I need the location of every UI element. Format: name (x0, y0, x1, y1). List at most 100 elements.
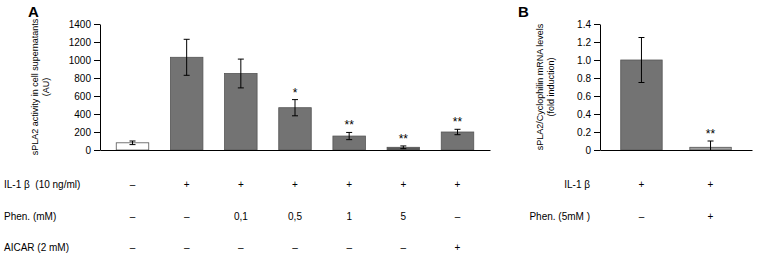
row-value: – (346, 242, 352, 253)
row-value: + (708, 211, 714, 222)
row-value: – (238, 242, 244, 253)
row-value: – (184, 242, 190, 253)
error-line (710, 141, 711, 150)
axis-line (600, 25, 601, 151)
error-line (186, 39, 187, 75)
tick-label: 0 (85, 145, 91, 156)
plot-area (116, 39, 474, 150)
tick-label: 0.4 (577, 109, 591, 120)
tick-label: 800 (74, 73, 91, 84)
panel-title: B (518, 3, 529, 20)
row-value: + (400, 179, 406, 190)
tick-label: 1200 (69, 37, 92, 48)
tick: 1.4 (577, 19, 600, 30)
tick-mark (94, 150, 100, 151)
row-value: + (346, 179, 352, 190)
x-axis (601, 150, 753, 151)
tick: 400 (74, 109, 100, 120)
y-axis: 0 200 400 600 800 1000 1200 1400 (69, 19, 101, 156)
tick: 1.0 (577, 55, 600, 66)
row-value: – (401, 242, 407, 253)
axis-line (601, 150, 753, 151)
row-name: IL-1 β (10 ng/ml) (4, 179, 80, 190)
chart-container: 0200400600800100012001400*******AsPLA2 a… (0, 0, 762, 263)
row-value: 0,1 (234, 211, 248, 222)
error-bar (238, 59, 244, 88)
error-line (132, 141, 133, 145)
row-value: 5 (401, 211, 407, 222)
condition-row: Phen. (mM)––0,10,515– (4, 211, 461, 222)
tick: 0.8 (577, 73, 600, 84)
tick: 1200 (69, 37, 100, 48)
tick-label: 0.8 (577, 73, 591, 84)
row-value: 1 (346, 211, 352, 222)
tick-mark (94, 24, 100, 25)
y-axis: 0 0.2 0.4 0.6 0.8 1.0 1.2 1.4 (577, 19, 600, 156)
tick-label: 200 (74, 127, 91, 138)
tick: 1.2 (577, 37, 600, 48)
tick-mark (94, 132, 100, 133)
tick: 0.2 (577, 127, 600, 138)
tick-label: 0.2 (577, 127, 591, 138)
row-value: + (238, 179, 244, 190)
error-cap (346, 139, 352, 140)
condition-row: Phen. (5mM ) – + (529, 211, 713, 222)
tick-label: 0.6 (577, 91, 591, 102)
error-bar (184, 39, 190, 75)
row-value: + (455, 242, 461, 253)
tick: 0 (585, 145, 600, 156)
tick-mark (94, 114, 100, 115)
error-cap (238, 87, 244, 88)
error-line (457, 129, 458, 134)
error-cap (184, 75, 190, 76)
tick-mark (594, 42, 600, 43)
row-value: – (130, 179, 136, 190)
error-bar (400, 146, 406, 149)
error-cap (130, 144, 136, 145)
row-value: – (130, 242, 136, 253)
row-value: + (292, 179, 298, 190)
row-value: + (455, 179, 461, 190)
row-value: 0,5 (288, 211, 302, 222)
error-cap (238, 59, 244, 60)
error-bars (638, 38, 713, 151)
error-line (240, 59, 241, 88)
row-value: – (639, 211, 645, 222)
tick: 600 (74, 91, 100, 102)
error-line (295, 100, 296, 116)
row-name: Phen. (5mM ) (529, 211, 590, 222)
row-value: + (184, 179, 190, 190)
error-bar (130, 141, 136, 145)
tick-mark (594, 78, 600, 79)
row-name: AICAR (2 mM) (4, 242, 69, 253)
row-value: – (184, 211, 190, 222)
row-value: + (708, 179, 714, 190)
tick-mark (594, 114, 600, 115)
error-bar (638, 38, 644, 83)
tick-mark (594, 150, 600, 151)
significance: ** (344, 118, 354, 132)
tick: 0 (85, 145, 100, 156)
tick-mark (94, 60, 100, 61)
axis-line (101, 150, 491, 151)
row-value: – (130, 211, 136, 222)
tick-label: 1.4 (577, 19, 591, 30)
tick: 1000 (69, 55, 100, 66)
tick-mark (94, 78, 100, 79)
plot-area (621, 38, 732, 151)
tick-label: 1.0 (577, 55, 591, 66)
tick-mark (94, 96, 100, 97)
tick: 0.4 (577, 109, 600, 120)
y-axis-title: sPLA2 activity in cell supernatants(AU) (30, 18, 51, 155)
error-line (349, 132, 350, 139)
condition-row: IL-1 β (10 ng/ml) – + + + + + + (4, 179, 461, 190)
tick-mark (594, 132, 600, 133)
tick-mark (594, 96, 600, 97)
tick: 1400 (69, 19, 100, 30)
significance: ** (453, 115, 463, 129)
error-bar (292, 100, 298, 116)
tick-label: 400 (74, 109, 91, 120)
tick-label: 1400 (69, 19, 92, 30)
tick: 200 (74, 127, 100, 138)
bar (441, 132, 474, 150)
